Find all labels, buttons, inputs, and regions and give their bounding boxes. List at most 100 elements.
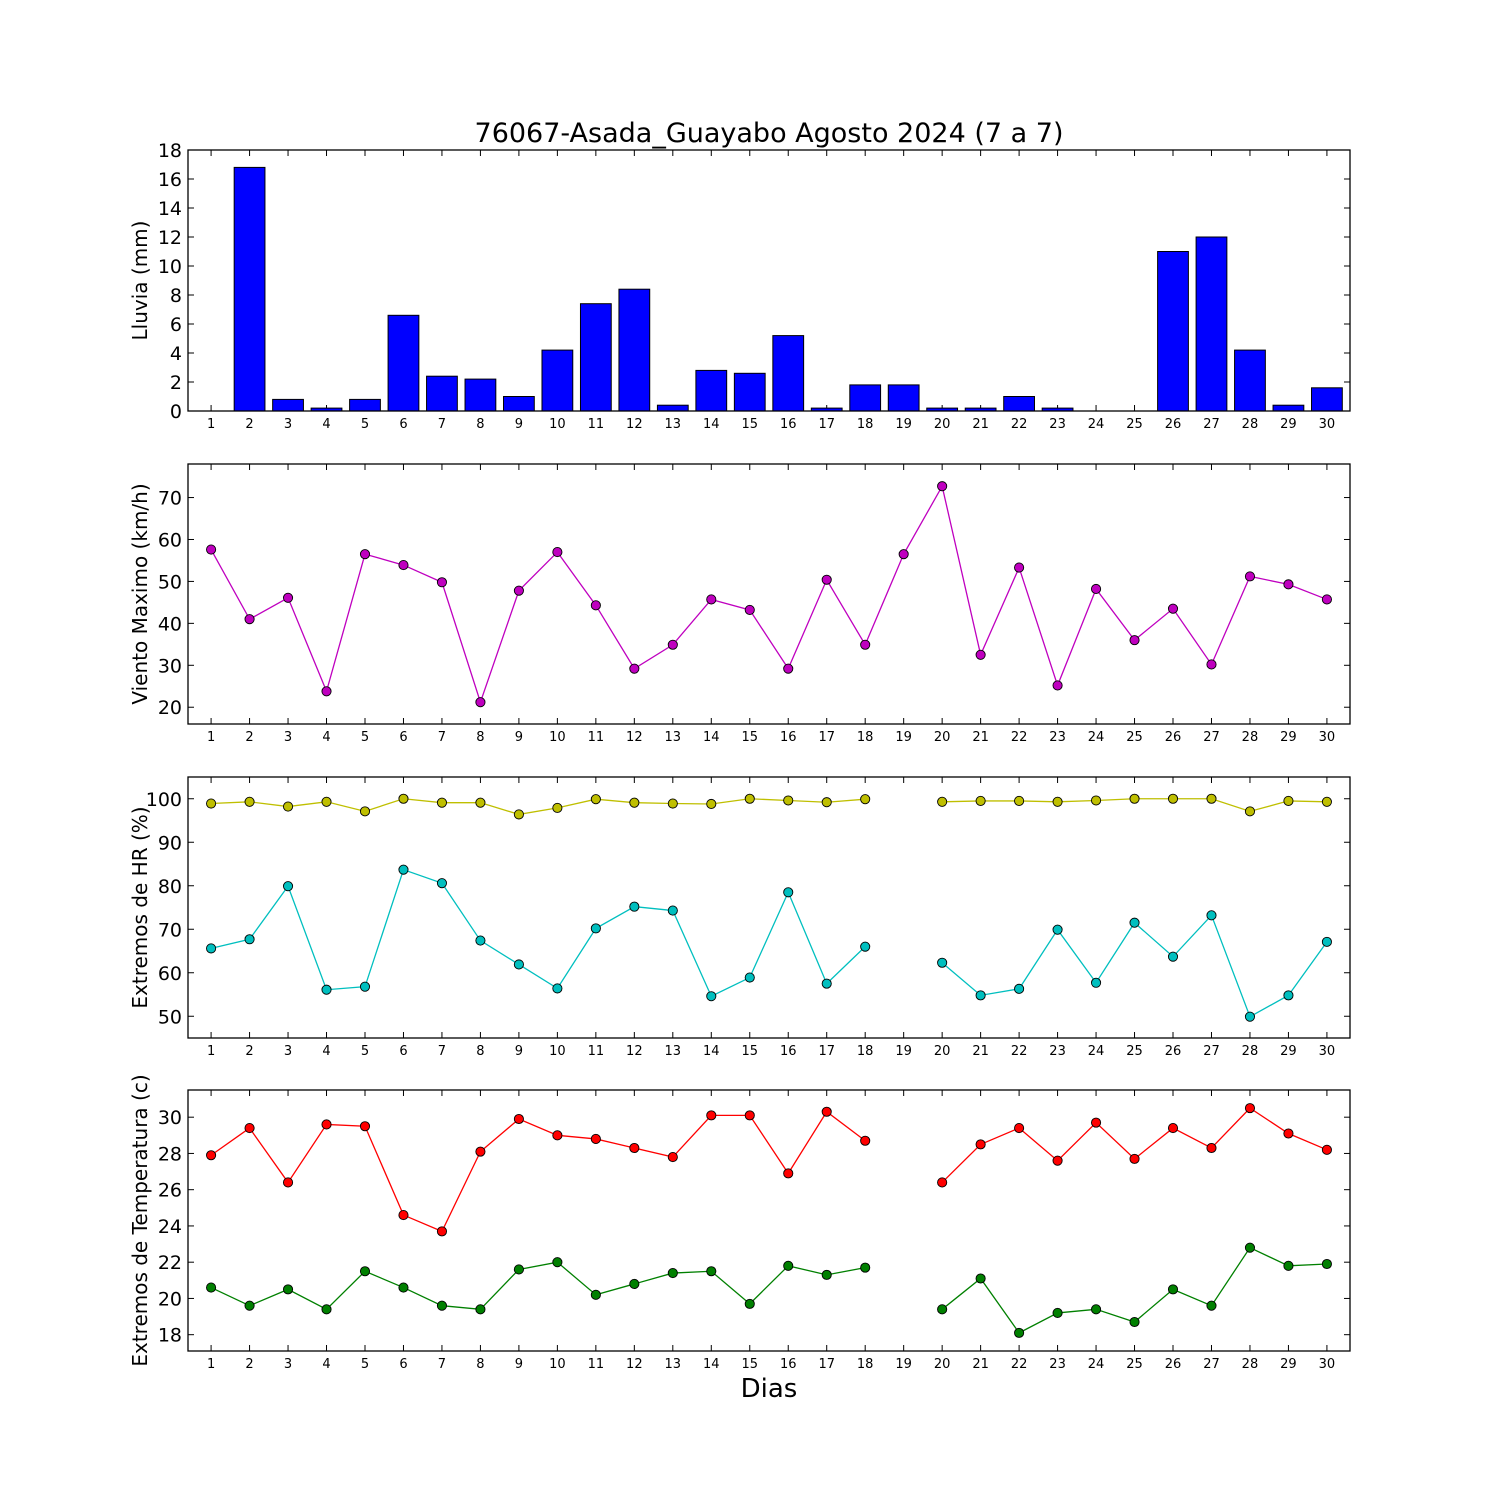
wind-xtick-label: 7 xyxy=(438,730,446,745)
wind-xtick-label: 17 xyxy=(818,730,835,745)
wind-xtick-label: 4 xyxy=(322,730,330,745)
rain-xtick-label: 16 xyxy=(780,417,797,432)
rain-xtick-label: 17 xyxy=(818,417,835,432)
rain-bar xyxy=(464,378,497,412)
humidity-series-1-point xyxy=(1129,917,1140,928)
temperature-xtick-label: 5 xyxy=(361,1357,369,1372)
humidity-series-1-point xyxy=(398,864,409,875)
wind-series-0-point xyxy=(1206,659,1217,670)
temperature-series-1-point xyxy=(1244,1242,1256,1253)
temperature-series-1-point xyxy=(590,1289,601,1300)
temperature-series-0-point xyxy=(1091,1117,1102,1128)
rain-ytick-label: 2 xyxy=(170,372,182,394)
wind-series-0-point xyxy=(282,592,294,603)
wind-series-0-point xyxy=(860,639,871,650)
rain-bar xyxy=(656,404,689,412)
humidity-xtick-label: 1 xyxy=(207,1044,215,1059)
temperature-xtick-label: 13 xyxy=(665,1357,682,1372)
humidity-series-1-point xyxy=(359,981,371,992)
temperature-series-1-point xyxy=(244,1300,255,1311)
humidity-xtick-label: 11 xyxy=(588,1044,605,1059)
humidity-ytick-label: 80 xyxy=(158,876,182,898)
humidity-ytick-label: 50 xyxy=(158,1006,182,1028)
temperature-series-0-point xyxy=(590,1133,601,1144)
temperature-series-0-point xyxy=(513,1113,524,1125)
humidity-series-1-point xyxy=(206,943,217,954)
humidity-series-0-point xyxy=(206,798,217,809)
rain-bar xyxy=(272,398,304,412)
wind-series-0-point xyxy=(706,594,717,605)
temperature-xtick-label: 3 xyxy=(284,1357,292,1372)
humidity-xtick-label: 19 xyxy=(895,1044,912,1059)
wind-xtick-label: 14 xyxy=(703,730,720,745)
wind-xtick-label: 12 xyxy=(626,730,643,745)
rain-xtick-label: 3 xyxy=(284,417,292,432)
humidity-xtick-label: 2 xyxy=(245,1044,253,1059)
temperature-series-0-point xyxy=(359,1121,371,1132)
wind-xtick-label: 19 xyxy=(895,730,912,745)
temperature-xtick-label: 23 xyxy=(1049,1357,1066,1372)
humidity-xtick-label: 27 xyxy=(1203,1044,1220,1059)
temperature-xtick-label: 27 xyxy=(1203,1357,1220,1372)
temperature-series-0-point xyxy=(206,1150,217,1161)
temperature-series-1-point xyxy=(1167,1284,1179,1295)
humidity-series-1-point xyxy=(590,923,601,934)
humidity-xtick-label: 22 xyxy=(1011,1044,1028,1059)
wind-xtick-label: 5 xyxy=(361,730,369,745)
rain-xtick-label: 15 xyxy=(741,417,758,432)
temperature-series-0-point xyxy=(244,1123,255,1134)
wind-series-0-point xyxy=(590,600,601,611)
humidity-xtick-label: 17 xyxy=(818,1044,835,1059)
wind-xtick-label: 2 xyxy=(245,730,253,745)
rain-xtick-label: 24 xyxy=(1088,417,1105,432)
temperature-xtick-label: 19 xyxy=(895,1357,912,1372)
humidity-ytick-label: 90 xyxy=(158,832,182,854)
wind-xtick-label: 13 xyxy=(665,730,682,745)
wind-ytick-label: 30 xyxy=(158,655,182,677)
wind-series-0-point xyxy=(552,547,563,558)
wind-xtick-label: 3 xyxy=(284,730,292,745)
wind-series-0-point xyxy=(1014,562,1025,573)
rain-ytick-label: 18 xyxy=(158,140,182,162)
temperature-xtick-label: 26 xyxy=(1165,1357,1182,1372)
humidity-series-1-line xyxy=(941,914,1328,1018)
temperature-xtick-label: 7 xyxy=(438,1357,446,1372)
temperature-plot-frame xyxy=(187,1089,1351,1352)
rain-bar xyxy=(1195,236,1228,412)
wind-xtick-label: 11 xyxy=(588,730,605,745)
humidity-series-0-point xyxy=(1244,806,1256,817)
humidity-xtick-label: 7 xyxy=(438,1044,446,1059)
temperature-ytick-label: 28 xyxy=(158,1143,182,1165)
wind-series-0-point xyxy=(1091,583,1102,595)
temperature-series-0-point xyxy=(860,1135,871,1146)
temperature-series-1-point xyxy=(1129,1316,1140,1328)
humidity-series-1-point xyxy=(1244,1011,1256,1022)
humidity-series-0-point xyxy=(860,794,871,805)
humidity-series-0-point xyxy=(475,797,486,808)
rain-bar xyxy=(772,335,805,412)
wind-ytick-label: 50 xyxy=(158,571,182,593)
wind-xtick-label: 1 xyxy=(207,730,215,745)
humidity-series-1-point xyxy=(744,972,755,983)
rain-plot-frame xyxy=(187,149,1351,412)
humidity-series-1-point xyxy=(783,887,794,898)
rain-bar xyxy=(849,384,882,412)
temperature-series-1-point xyxy=(744,1298,755,1309)
wind-xtick-label: 18 xyxy=(857,730,874,745)
wind-series-0-point xyxy=(744,604,755,615)
wind-xtick-label: 22 xyxy=(1011,730,1028,745)
humidity-series-0-point xyxy=(1091,795,1102,806)
humidity-series-0-point xyxy=(513,809,524,820)
humidity-xtick-label: 12 xyxy=(626,1044,643,1059)
rain-xtick-label: 23 xyxy=(1049,417,1066,432)
rain-xtick-label: 9 xyxy=(515,417,523,432)
humidity-series-0-point xyxy=(1283,795,1294,806)
temperature-series-1-point xyxy=(552,1257,563,1268)
wind-series-0-point xyxy=(359,549,371,560)
temperature-series-0-point xyxy=(667,1152,678,1163)
wind-xtick-label: 21 xyxy=(972,730,989,745)
humidity-series-0-point xyxy=(706,798,717,810)
rain-bar xyxy=(503,396,535,412)
humidity-series-1-point xyxy=(629,901,640,912)
